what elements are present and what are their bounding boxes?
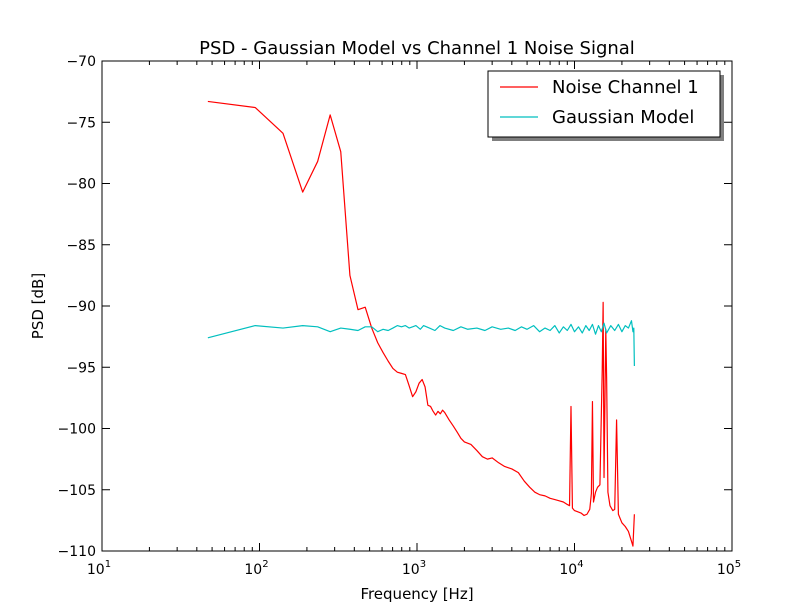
y-tick-label: −90: [66, 299, 96, 315]
y-tick-label: −110: [58, 544, 96, 560]
y-tick-label: −100: [58, 422, 96, 438]
y-tick-label: −85: [66, 238, 96, 254]
legend-label-noise-channel-1: Noise Channel 1: [552, 77, 699, 98]
series-line-noise-channel-1: [207, 100, 635, 547]
y-tick-label: −105: [58, 483, 96, 499]
chart-title: PSD - Gaussian Model vs Channel 1 Noise …: [199, 38, 635, 59]
y-tick-label: −80: [66, 177, 96, 193]
y-axis-label: PSD [dB]: [29, 273, 47, 339]
y-tick-label: −75: [66, 115, 96, 131]
x-axis-ticks: 101 102 103 104 105: [87, 61, 741, 578]
y-tick-label: −70: [66, 54, 96, 70]
legend-label-gaussian-model: Gaussian Model: [552, 107, 694, 128]
plot-area: [102, 61, 732, 551]
x-axis-label: Frequency [Hz]: [360, 585, 473, 603]
legend-box: [487, 70, 721, 138]
x-tick-label: 103: [402, 559, 426, 578]
x-tick-label: 101: [87, 559, 111, 578]
x-tick-label: 102: [244, 559, 268, 578]
x-tick-label: 105: [717, 559, 741, 578]
legend: Noise Channel 1 Gaussian Model: [487, 70, 724, 141]
y-axis-ticks: −70 −75 −80 −85 −90 −95 −100 −105 −110: [58, 54, 732, 560]
series-line-gaussian-model: [207, 320, 635, 367]
y-tick-label: −95: [66, 360, 96, 376]
series-layer: [207, 100, 635, 547]
x-tick-label: 104: [559, 559, 583, 578]
